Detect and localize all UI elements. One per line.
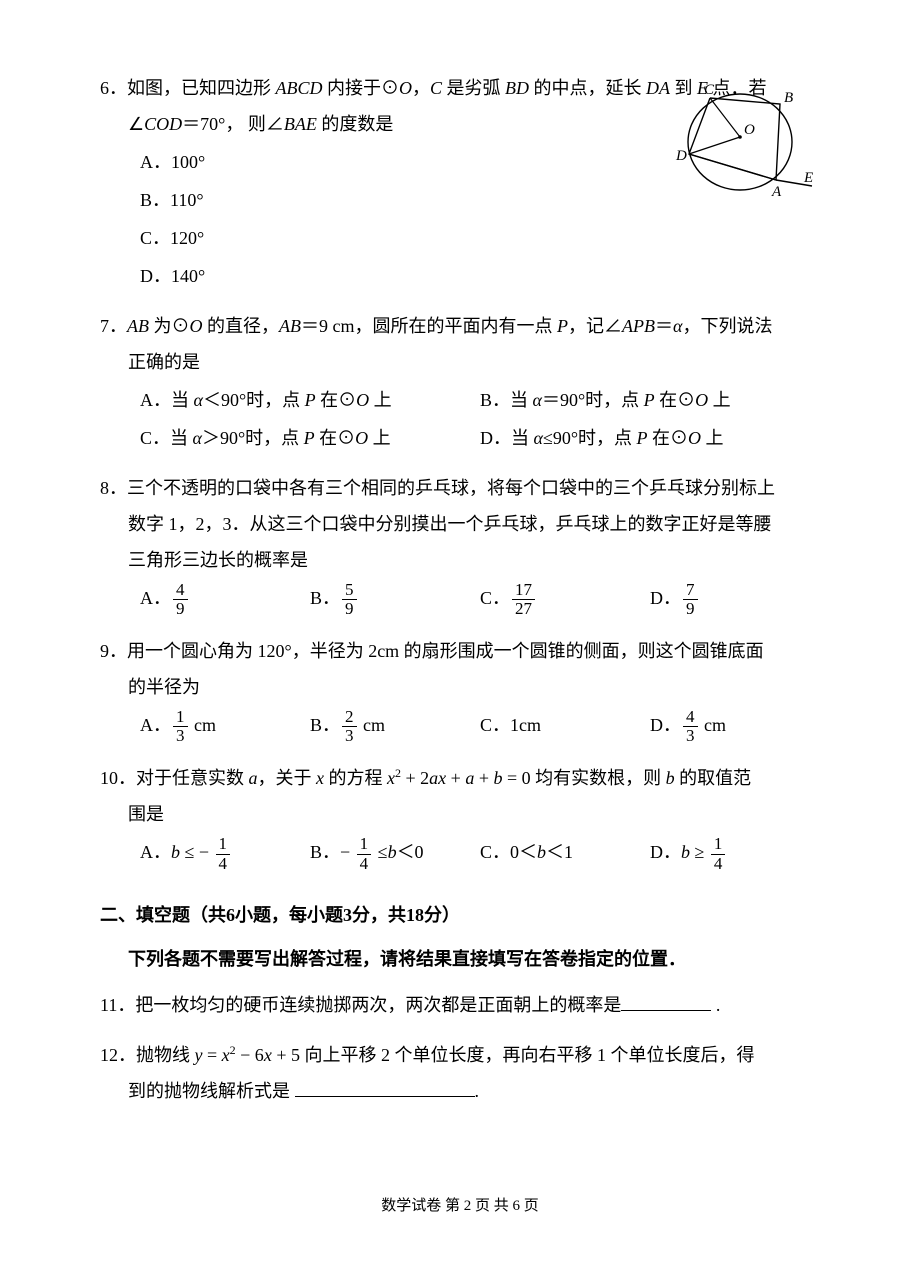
question-9: 9．用一个圆心角为 120°，半径为 2cm 的扇形围成一个圆锥的侧面，则这个圆…: [100, 633, 820, 746]
svg-text:A: A: [771, 184, 782, 200]
q12-blank: [295, 1079, 475, 1097]
q7-line2: 正确的是: [100, 344, 820, 380]
section-2-heading: 二、填空题（共6小题，每小题3分，共18分）: [100, 897, 820, 933]
q9-option-b: B．23 cm: [310, 707, 480, 746]
q8-option-a: A．49: [140, 580, 310, 619]
q7-options-row1: A．当 α＜90°时，点 P 在⊙O 上 B．当 α＝90°时，点 P 在⊙O …: [100, 382, 820, 418]
q11-text: 把一枚均匀的硬币连续抛掷两次，两次都是正面朝上的概率是: [135, 995, 621, 1015]
svg-text:D: D: [675, 148, 687, 164]
q9-option-d: D．43 cm: [650, 707, 820, 746]
q10-number: 10．: [100, 768, 136, 788]
q8-number: 8．: [100, 478, 127, 498]
svg-text:E: E: [803, 170, 813, 186]
q10-option-b: B．− 14 ≤b＜0: [310, 834, 480, 873]
question-10: 10．对于任意实数 a，关于 x 的方程 x2 + 2ax + a + b = …: [100, 760, 820, 873]
q10-text: 对于任意实数 a，关于 x 的方程 x2 + 2ax + a + b = 0 均…: [136, 768, 751, 788]
q7-text: AB 为⊙O 的直径，AB＝9 cm，圆所在的平面内有一点 P，记∠APB＝α，…: [127, 316, 772, 336]
q12-number: 12．: [100, 1045, 136, 1065]
q7-option-d: D．当 α≤90°时，点 P 在⊙O 上: [480, 420, 820, 456]
q8-option-d: D．79: [650, 580, 820, 619]
q9-line1: 用一个圆心角为 120°，半径为 2cm 的扇形围成一个圆锥的侧面，则这个圆锥底…: [127, 641, 764, 661]
q8-line1: 三个不透明的口袋中各有三个相同的乒乓球，将每个口袋中的三个乒乓球分别标上: [127, 478, 775, 498]
question-12: 12．抛物线 y = x2 − 6x + 5 向上平移 2 个单位长度，再向右平…: [100, 1037, 820, 1109]
svg-text:B: B: [784, 90, 793, 106]
q7-option-a: A．当 α＜90°时，点 P 在⊙O 上: [140, 382, 480, 418]
q9-line2: 的半径为: [100, 669, 820, 705]
svg-text:C: C: [704, 82, 715, 98]
q7-option-b: B．当 α＝90°时，点 P 在⊙O 上: [480, 382, 820, 418]
q6-option-d: D．140°: [140, 258, 820, 294]
q8-options: A．49 B．59 C．1727 D．79: [100, 580, 820, 619]
q8-line3: 三角形三边长的概率是: [100, 542, 820, 578]
section-2-sub: 下列各题不需要写出解答过程，请将结果直接填写在答卷指定的位置．: [100, 941, 820, 977]
question-7: 7．AB 为⊙O 的直径，AB＝9 cm，圆所在的平面内有一点 P，记∠APB＝…: [100, 308, 820, 456]
page-footer: 数学试卷 第 2 页 共 6 页: [0, 1191, 920, 1221]
q9-option-a: A．13 cm: [140, 707, 310, 746]
q10-line2: 围是: [100, 796, 820, 832]
q11-number: 11．: [100, 995, 135, 1015]
q9-number: 9．: [100, 641, 127, 661]
q10-option-d: D．b ≥ 14: [650, 834, 820, 873]
question-8: 8．三个不透明的口袋中各有三个相同的乒乓球，将每个口袋中的三个乒乓球分别标上 数…: [100, 470, 820, 619]
q8-option-b: B．59: [310, 580, 480, 619]
question-11: 11．把一枚均匀的硬币连续抛掷两次，两次都是正面朝上的概率是 .: [100, 987, 820, 1023]
q10-options: A．b ≤ − 14 B．− 14 ≤b＜0 C．0＜b＜1 D．b ≥ 14: [100, 834, 820, 873]
q12-text: 抛物线 y = x2 − 6x + 5 向上平移 2 个单位长度，再向右平移 1…: [136, 1045, 754, 1065]
q6-number: 6．: [100, 78, 127, 98]
q10-option-c: C．0＜b＜1: [480, 834, 650, 873]
q11-blank: [621, 993, 711, 1011]
question-6: 6．如图，已知四边形 ABCD 内接于⊙O，C 是劣弧 BD 的中点，延长 DA…: [100, 70, 820, 294]
q6-option-c: C．120°: [140, 220, 820, 256]
q7-option-c: C．当 α＞90°时，点 P 在⊙O 上: [140, 420, 480, 456]
q8-line2: 数字 1，2，3．从这三个口袋中分别摸出一个乒乓球，乒乓球上的数字正好是等腰: [100, 506, 820, 542]
q10-option-a: A．b ≤ − 14: [140, 834, 310, 873]
q7-options-row2: C．当 α＞90°时，点 P 在⊙O 上 D．当 α≤90°时，点 P 在⊙O …: [100, 420, 820, 456]
q12-line2: 到的抛物线解析式是 .: [100, 1073, 820, 1109]
q8-option-c: C．1727: [480, 580, 650, 619]
q6-figure: C B O D A E: [660, 82, 820, 212]
q7-number: 7．: [100, 316, 127, 336]
q9-options: A．13 cm B．23 cm C．1cm D．43 cm: [100, 707, 820, 746]
q9-option-c: C．1cm: [480, 707, 650, 746]
svg-text:O: O: [744, 122, 755, 138]
